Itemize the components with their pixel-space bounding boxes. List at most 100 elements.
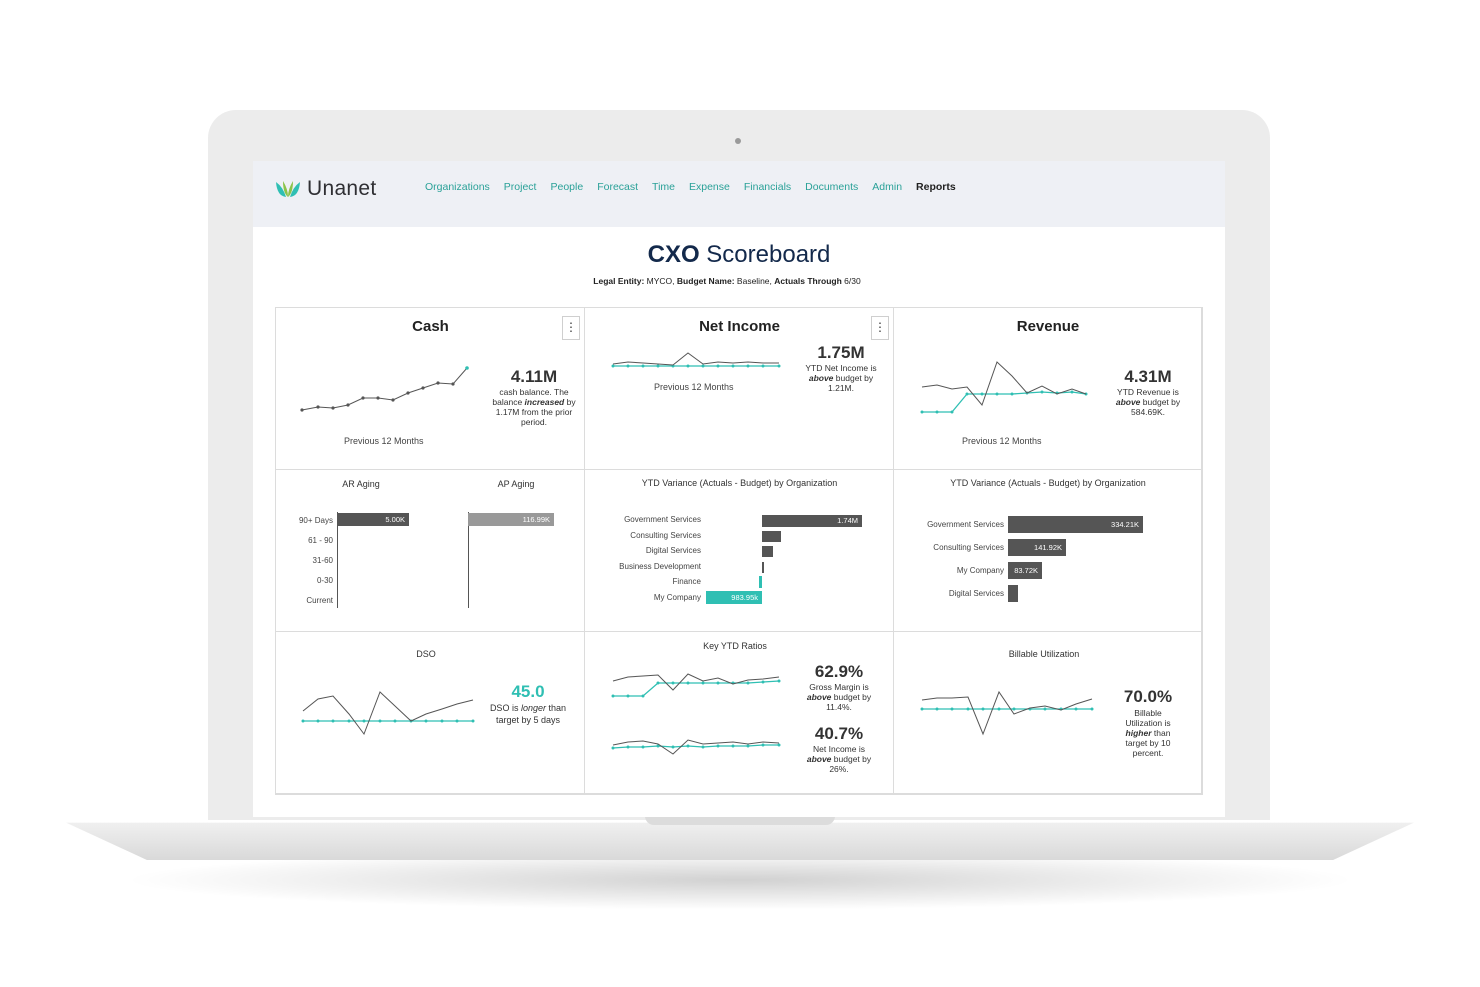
aging-bucket-label: 61 - 90 — [308, 536, 333, 545]
camera-icon — [735, 138, 741, 144]
app-screen: Unanet Organizations Project People Fore… — [253, 161, 1225, 817]
net-income-title: Net Income — [699, 318, 780, 335]
dso-note-text-1: DSO is — [489, 703, 519, 713]
org-bar — [1008, 585, 1018, 602]
gross-margin-value: 62.9% — [814, 662, 864, 681]
ar-axis — [337, 512, 338, 608]
cash-value: 4.11M — [510, 367, 558, 386]
org-label: Digital Services — [645, 546, 701, 555]
unanet-logo[interactable]: Unanet — [275, 177, 377, 201]
net-income-ratio-note-emphasis: above — [806, 754, 832, 764]
net-income-card: Net Income ⋮ Previous 12 Months 1.75M YT… — [585, 308, 894, 470]
dso-card: DSO 45.0 DSO is longer than target by 5 … — [276, 632, 585, 794]
revenue-note: YTD Revenue is above budget by 584.69K. — [1106, 387, 1190, 417]
ap-axis — [468, 512, 469, 608]
org-label: Business Development — [619, 562, 701, 571]
net-income-ratio-note-text-1: Net Income is — [813, 744, 865, 754]
page-subtitle: Legal Entity: MYCO, Budget Name: Baselin… — [253, 276, 1201, 286]
revenue-title: Revenue — [1016, 318, 1080, 335]
main-nav: Organizations Project People Forecast Ti… — [425, 181, 970, 193]
entity-label: Legal Entity: — [593, 276, 645, 286]
org-label: Government Services — [624, 515, 701, 524]
org-label: My Company — [956, 566, 1004, 575]
revenue-card: Revenue Previous 12 Months 4.31M YTD Rev… — [894, 308, 1202, 470]
aging-bucket-label: 0-30 — [316, 576, 333, 585]
net-income-ratio-note-text-2: budget by 26%. — [829, 754, 872, 774]
cash-caption: Previous 12 Months — [344, 436, 424, 446]
utilization-value: 70.0% — [1123, 687, 1173, 706]
dso-note-text-2: than target by 5 days — [495, 703, 567, 725]
dso-value: 45.0 — [511, 682, 545, 701]
net-variance-title: YTD Variance (Actuals - Budget) by Organ… — [641, 478, 838, 488]
gross-margin-note-text-1: Gross Margin is — [809, 682, 869, 692]
laptop-shadow — [120, 850, 1360, 910]
cash-note-text-1: cash balance. The balance — [492, 387, 569, 407]
laptop-notch — [645, 816, 835, 825]
nav-forecast[interactable]: Forecast — [597, 181, 639, 193]
page-title-bold: CXO — [647, 241, 700, 268]
revenue-sparkline — [920, 361, 1088, 414]
org-label: Digital Services — [948, 589, 1004, 598]
entity-value: MYCO, — [646, 276, 675, 286]
org-label: Finance — [672, 577, 701, 586]
revenue-value: 4.31M — [1124, 367, 1172, 386]
revenue-note-text-1: YTD Revenue is — [1117, 387, 1179, 397]
revenue-caption: Previous 12 Months — [962, 436, 1042, 446]
aging-bucket-label: 90+ Days — [298, 516, 333, 525]
org-bar — [759, 576, 762, 588]
gross-margin-sparkline — [611, 673, 781, 698]
nav-organizations[interactable]: Organizations — [425, 181, 490, 193]
nav-project[interactable]: Project — [503, 181, 537, 193]
top-navigation-bar: Unanet Organizations Project People Fore… — [253, 161, 1225, 227]
nav-admin[interactable]: Admin — [872, 181, 903, 193]
gross-margin-note: Gross Margin is above budget by 11.4%. — [799, 682, 879, 712]
nav-documents[interactable]: Documents — [805, 181, 859, 193]
net-income-menu-button[interactable]: ⋮ — [871, 316, 889, 340]
nav-people[interactable]: People — [550, 181, 584, 193]
ap-bar: 116.99K — [468, 513, 554, 526]
nav-time[interactable]: Time — [652, 181, 675, 193]
budget-label: Budget Name: — [676, 276, 735, 286]
dso-title: DSO — [416, 649, 436, 659]
revenue-variance-card: YTD Variance (Actuals - Budget) by Organ… — [894, 470, 1202, 632]
net-income-note: YTD Net Income is above budget by 1.21M. — [799, 363, 883, 393]
unanet-logo-icon — [276, 181, 300, 197]
scoreboard-grid: Cash ⋮ 4.11M cash balance. The balance i… — [275, 307, 1203, 795]
cash-menu-button[interactable]: ⋮ — [562, 316, 580, 340]
ap-aging-title: AP Aging — [497, 479, 535, 489]
org-bar: 1.74M — [762, 515, 862, 527]
net-income-note-text-1: YTD Net Income is — [805, 363, 877, 373]
cash-title: Cash — [412, 318, 449, 335]
org-label: My Company — [653, 593, 701, 602]
nav-expense[interactable]: Expense — [689, 181, 730, 193]
actuals-value: 6/30 — [844, 276, 861, 286]
net-variance-card: YTD Variance (Actuals - Budget) by Organ… — [585, 470, 894, 632]
page-title: CXO Scoreboard — [253, 241, 1225, 269]
org-bar: 334.21K — [1008, 516, 1143, 533]
utilization-note-text-2: than target by 10 percent. — [1125, 728, 1171, 758]
nav-reports[interactable]: Reports — [916, 181, 956, 193]
utilization-card: Billable Utilization 70.0% Billable Util… — [894, 632, 1202, 794]
dso-note: DSO is longer than target by 5 days — [484, 702, 572, 726]
net-income-note-emphasis: above — [808, 373, 834, 383]
key-ratios-card: Key YTD Ratios 62.9% Gross Margin is abo… — [585, 632, 894, 794]
laptop-base — [66, 822, 1414, 860]
org-label: Consulting Services — [933, 543, 1004, 552]
ar-aging-title: AR Aging — [342, 479, 380, 489]
org-bar: 983.95k — [706, 591, 762, 604]
gross-margin-note-text-2: budget by 11.4%. — [826, 692, 872, 712]
ar-bar: 5.00K — [337, 513, 409, 526]
org-bar — [762, 531, 781, 542]
org-bar — [762, 562, 764, 573]
utilization-title: Billable Utilization — [1008, 649, 1080, 659]
net-income-sparkline — [611, 352, 781, 368]
cash-sparkline — [300, 366, 469, 412]
cash-note-text-2: by 1.17M from the prior period. — [495, 397, 576, 427]
aging-bucket-label: 31-60 — [312, 556, 333, 565]
nav-financials[interactable]: Financials — [743, 181, 792, 193]
revenue-variance-title: YTD Variance (Actuals - Budget) by Organ… — [950, 478, 1146, 488]
actuals-label: Actuals Through — [774, 276, 842, 286]
net-income-ratio-value: 40.7% — [814, 724, 864, 743]
org-label: Government Services — [927, 520, 1004, 529]
net-income-note-text-2: budget by 1.21M. — [828, 373, 874, 393]
